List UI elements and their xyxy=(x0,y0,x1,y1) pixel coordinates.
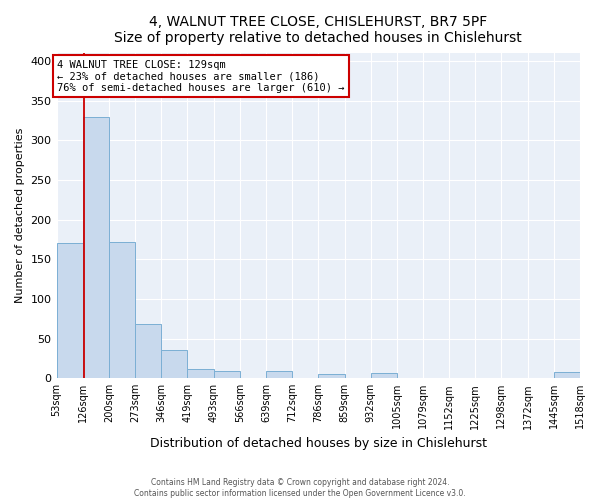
Bar xyxy=(266,371,292,378)
Bar xyxy=(554,372,580,378)
X-axis label: Distribution of detached houses by size in Chislehurst: Distribution of detached houses by size … xyxy=(150,437,487,450)
Bar xyxy=(319,374,344,378)
Bar xyxy=(56,244,83,378)
Bar xyxy=(187,368,214,378)
Text: Contains HM Land Registry data © Crown copyright and database right 2024.
Contai: Contains HM Land Registry data © Crown c… xyxy=(134,478,466,498)
Title: 4, WALNUT TREE CLOSE, CHISLEHURST, BR7 5PF
Size of property relative to detached: 4, WALNUT TREE CLOSE, CHISLEHURST, BR7 5… xyxy=(115,15,522,45)
Bar xyxy=(161,350,187,378)
Text: 4 WALNUT TREE CLOSE: 129sqm
← 23% of detached houses are smaller (186)
76% of se: 4 WALNUT TREE CLOSE: 129sqm ← 23% of det… xyxy=(57,60,345,93)
Bar xyxy=(135,324,161,378)
Bar xyxy=(371,372,397,378)
Bar xyxy=(83,116,109,378)
Bar xyxy=(214,371,240,378)
Bar xyxy=(109,242,135,378)
Y-axis label: Number of detached properties: Number of detached properties xyxy=(15,128,25,304)
